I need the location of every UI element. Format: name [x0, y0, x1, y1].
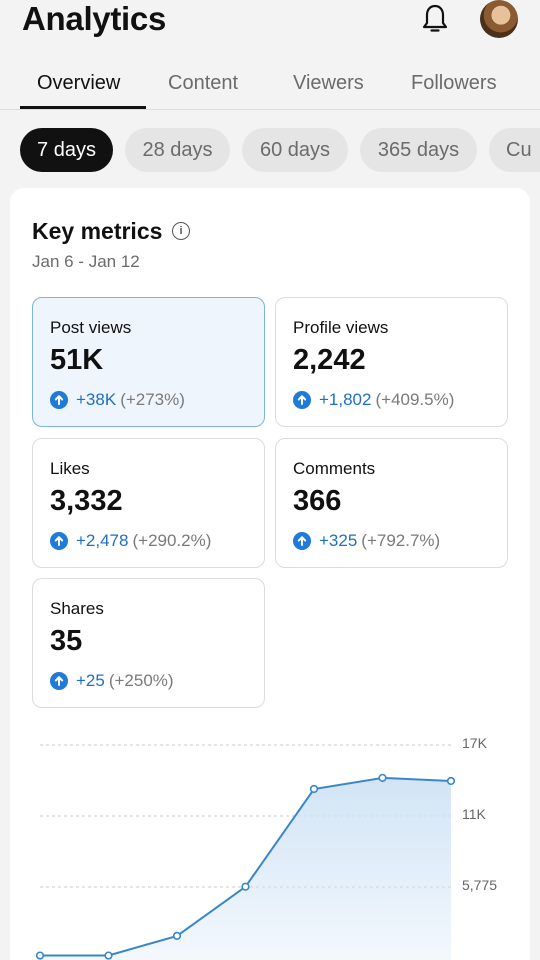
range-custom[interactable]: Cu: [489, 128, 540, 172]
arrow-up-icon: [50, 532, 68, 550]
data-point[interactable]: [35, 951, 45, 960]
bell-icon[interactable]: [420, 2, 450, 36]
tab-active-indicator: [20, 106, 146, 109]
metric-delta: +38K: [76, 390, 117, 409]
date-range: Jan 6 - Jan 12: [32, 252, 140, 271]
y-tick-label: 17K: [462, 735, 487, 751]
arrow-up-icon: [293, 391, 311, 409]
metric-percent: (+409.5%): [375, 390, 455, 409]
y-tick-label: 11K: [462, 806, 486, 822]
key-metrics-card: Key metrics i Jan 6 - Jan 12 Post views …: [10, 188, 530, 960]
metric-value: 366: [293, 485, 342, 517]
range-7-days[interactable]: 7 days: [20, 128, 113, 172]
metric-profile-views[interactable]: Profile views 2,242 +1,802 (+409.5%): [275, 297, 508, 427]
data-point[interactable]: [172, 931, 182, 940]
avatar[interactable]: [480, 0, 518, 38]
range-365-days[interactable]: 365 days: [360, 128, 477, 172]
metric-value: 51K: [50, 344, 104, 376]
post-views-chart: 17K 11K 5,775: [0, 725, 540, 960]
range-60-days[interactable]: 60 days: [242, 128, 348, 172]
metric-change: +325 (+792.7%): [293, 531, 440, 551]
metric-change: +25 (+250%): [50, 671, 174, 691]
metric-delta: +1,802: [319, 390, 372, 409]
metric-post-views[interactable]: Post views 51K +38K (+273%): [32, 297, 265, 427]
metric-change: +38K (+273%): [50, 390, 185, 410]
tab-overview[interactable]: Overview: [37, 72, 121, 94]
data-point[interactable]: [378, 773, 387, 782]
tab-viewers[interactable]: Viewers: [293, 72, 364, 94]
metric-label: Shares: [50, 599, 104, 618]
page-title: Analytics: [22, 0, 167, 37]
metric-label: Profile views: [293, 318, 389, 337]
metric-percent: (+273%): [120, 390, 185, 409]
data-point[interactable]: [104, 951, 113, 960]
metric-label: Likes: [50, 459, 90, 478]
metric-percent: (+792.7%): [361, 531, 441, 550]
metric-value: 2,242: [293, 344, 366, 376]
key-metrics-title: Key metrics: [32, 218, 163, 244]
data-point[interactable]: [241, 882, 250, 891]
metric-delta: +325: [319, 531, 358, 550]
metric-shares[interactable]: Shares 35 +25 (+250%): [32, 578, 265, 708]
metric-change: +1,802 (+409.5%): [293, 390, 454, 410]
metric-percent: (+250%): [108, 671, 174, 690]
metric-delta: +25: [76, 671, 105, 690]
arrow-up-icon: [50, 672, 68, 690]
info-icon[interactable]: i: [172, 222, 190, 240]
metric-value: 35: [50, 625, 83, 657]
metric-label: Post views: [50, 318, 132, 337]
metric-likes[interactable]: Likes 3,332 +2,478 (+290.2%): [32, 438, 265, 568]
data-point[interactable]: [446, 776, 456, 786]
arrow-up-icon: [293, 532, 311, 550]
chart-area: [40, 777, 451, 960]
y-tick-label: 5,775: [462, 877, 498, 893]
metric-value: 3,332: [50, 485, 123, 517]
metric-label: Comments: [293, 459, 376, 478]
tab-content[interactable]: Content: [168, 72, 239, 94]
chart-plot: [35, 744, 456, 960]
metric-percent: (+290.2%): [132, 531, 212, 550]
metric-comments[interactable]: Comments 366 +325 (+792.7%): [275, 438, 508, 568]
data-point[interactable]: [309, 784, 319, 794]
metric-change: +2,478 (+290.2%): [50, 531, 211, 551]
metric-delta: +2,478: [76, 531, 129, 550]
app-header: Analytics Overview Content Viewers Follo…: [0, 0, 540, 110]
range-28-days[interactable]: 28 days: [125, 128, 230, 172]
tab-followers[interactable]: Followers: [411, 72, 497, 94]
arrow-up-icon: [50, 391, 68, 409]
